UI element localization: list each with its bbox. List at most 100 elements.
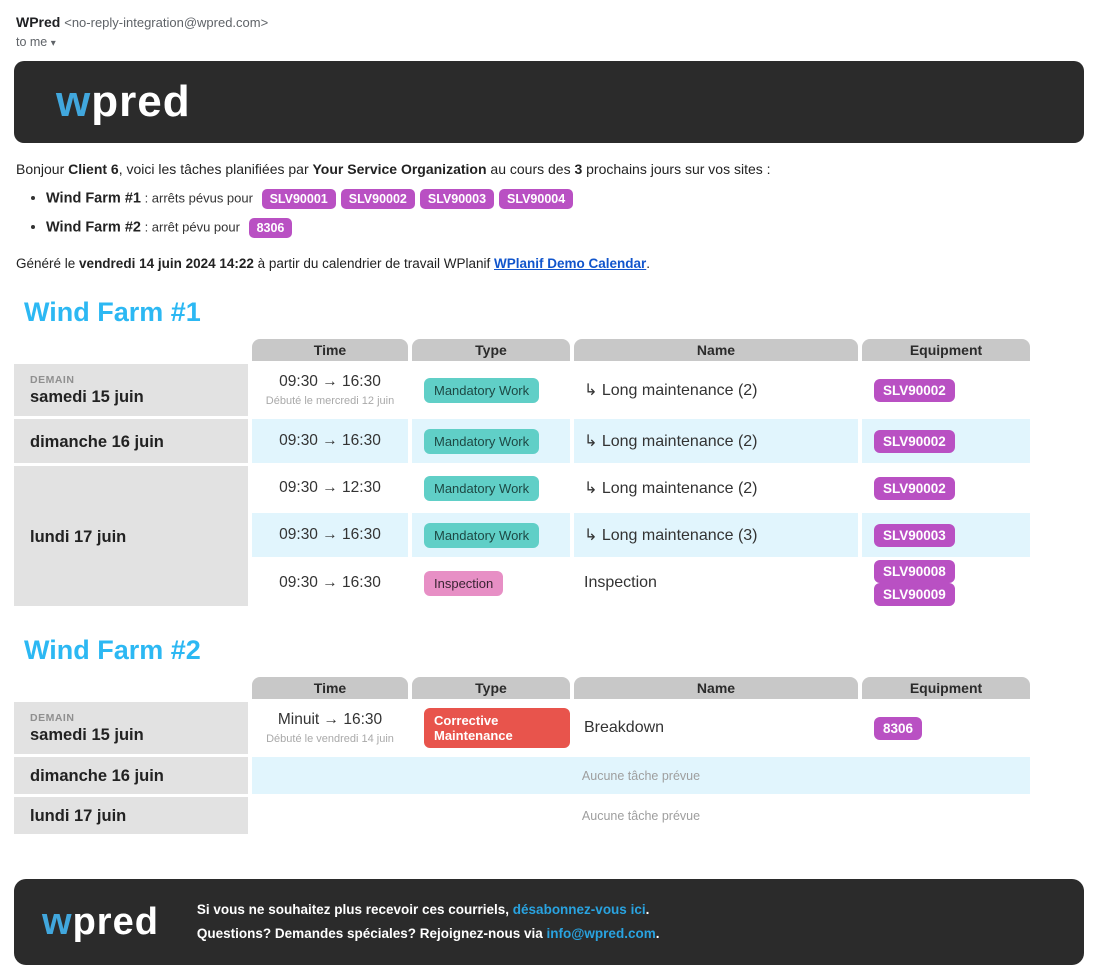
site-name: Wind Farm #1 (46, 190, 141, 207)
tomorrow-label: DEMAIN (30, 711, 75, 724)
summary-item: Wind Farm #1 : arrêts pévus pour SLV9000… (46, 189, 1084, 209)
site-name: Wind Farm #2 (46, 219, 141, 236)
time-note: Débuté le mercredi 12 juin (265, 395, 395, 407)
intro-text: prochains jours sur vos sites : (582, 161, 771, 177)
sections-container: Wind Farm #1 Time Type Name Equipment DEMAIN s… (14, 297, 1084, 837)
table-row: lundi 17 juin 09:30 → 12:30 Mandatory Work… (14, 466, 1030, 606)
column-header-type: Type (412, 677, 570, 699)
time-cell: 09:30 → 16:30 (252, 560, 408, 606)
date-label: samedi 15 juin (30, 725, 144, 744)
task-type-badge: Mandatory Work (424, 522, 540, 548)
footer-line-text: . (645, 902, 650, 918)
brand-banner: wpred (14, 61, 1084, 143)
date-cell: dimanche 16 juin (14, 757, 248, 794)
section-title: Wind Farm #1 (24, 297, 201, 327)
date-label: lundi 17 juin (30, 527, 127, 546)
intro-text: au cours des (486, 161, 575, 177)
client-name: Client 6 (68, 161, 119, 177)
intro-text: Bonjour (16, 161, 69, 177)
time-note: Débuté le vendredi 14 juin (266, 733, 394, 745)
generated-datetime: vendredi 14 juin 2024 14:22 (79, 256, 254, 271)
generated-text: . (646, 256, 651, 271)
time-range: 09:30 → 16:30 (279, 526, 381, 543)
task-name-cell: Breakdown (584, 719, 665, 736)
date-column-header (14, 677, 248, 699)
schedule-table: Time Type Name Equipment DEMAIN samedi 15 jui… (10, 336, 1034, 609)
date-cell: lundi 17 juin (14, 797, 248, 834)
type-cell: Mandatory Work (412, 466, 570, 510)
column-header-name: Name (574, 339, 858, 361)
task-name-cell: ↳ Long maintenance (2) (584, 480, 758, 497)
equipment-badge: SLV90002 (874, 476, 955, 500)
footer-line-text: Si vous ne souhaitez plus recevoir ces c… (196, 902, 513, 918)
column-header-type: Type (412, 339, 570, 361)
equipment-badge: SLV90003 (419, 189, 495, 209)
footer-line-text: Questions? Demandes spéciales? Rejoignez… (196, 926, 547, 941)
equipment-cell: SLV90002 (862, 364, 1030, 416)
time-cell: 09:30 → 16:30 (252, 513, 408, 557)
task-type-badge: Inspection (424, 570, 504, 596)
schedule-table: Time Type Name Equipment DEMAIN samedi 15 jui… (10, 674, 1034, 837)
equipment-badge: SLV90008 (874, 560, 955, 583)
date-cell: lundi 17 juin (14, 466, 248, 606)
task-type-badge: Corrective Maintenance (424, 708, 570, 748)
sender-line: WPred <no-reply-integration@wpred.com> (16, 14, 1082, 30)
tomorrow-label: DEMAIN (30, 373, 75, 386)
type-cell: Mandatory Work (412, 513, 570, 557)
generated-text: à partir du calendrier de travail WPlani… (253, 256, 494, 271)
date-label: dimanche 16 juin (30, 432, 164, 451)
table-header-row: Time Type Name Equipment (14, 339, 1030, 361)
summary-list: Wind Farm #1 : arrêts pévus pour SLV9000… (14, 189, 1084, 238)
no-task-cell: Aucune tâche prévue (581, 808, 701, 823)
sender-address: <no-reply-integration@wpred.com> (64, 15, 269, 30)
unsubscribe-line: Si vous ne souhaitez plus recevoir ces c… (197, 898, 660, 922)
table-row: dimanche 16 juin 09:30 → 16:30 Mandatory W… (14, 419, 1030, 463)
recipient-label: to me (16, 35, 48, 49)
task-type-badge: Mandatory Work (424, 377, 540, 403)
date-cell: DEMAIN samedi 15 juin (14, 364, 248, 416)
equipment-cell: SLV90003 (862, 513, 1030, 557)
logo-letter-w: w (56, 77, 92, 126)
equipment-badge: SLV90001 (261, 189, 336, 209)
email-meta: WPred <no-reply-integration@wpred.com> t… (14, 10, 1084, 61)
type-cell: Mandatory Work (412, 419, 570, 463)
table-row: dimanche 16 juin Aucune tâche prévue (14, 757, 1030, 794)
equipment-cell: 8306 (862, 702, 1030, 754)
logo-rest: pred (72, 901, 159, 943)
date-label: lundi 17 juin (30, 807, 127, 825)
section-title: Wind Farm #2 (24, 635, 201, 665)
time-range: 09:30 → 16:30 (279, 432, 381, 449)
table-row: 09:30 → 16:30 Inspection Inspection SLV9000… (14, 560, 1030, 606)
time-cell: 09:30 → 16:30 (252, 419, 408, 463)
equipment-badge: 8306 (874, 716, 923, 740)
task-name-cell: ↳ Long maintenance (2) (574, 419, 858, 463)
service-org-name: Your Service Organization (312, 161, 487, 177)
equipment-badge: SLV90002 (340, 189, 415, 209)
date-column-header (14, 339, 248, 361)
task-name-cell: Inspection (584, 574, 657, 591)
no-task-cell: Aucune tâche prévue (252, 757, 1030, 794)
footer-text: Si vous ne souhaitez plus recevoir ces c… (197, 898, 660, 945)
unsubscribe-link[interactable]: désabonnez-vous ici (512, 902, 646, 918)
recipient-dropdown[interactable]: to me ▾ (16, 35, 1082, 49)
footer-line-text: . (655, 926, 660, 941)
calendar-link[interactable]: WPlanif Demo Calendar (494, 256, 647, 271)
equipment-badge: SLV90002 (874, 429, 955, 453)
table-header-row: Time Type Name Equipment (14, 677, 1030, 699)
column-header-name: Name (574, 677, 858, 699)
contact-email-link[interactable]: info@wpred.com (546, 926, 656, 941)
task-name-cell: ↳ Long maintenance (2) (584, 382, 758, 399)
table-row: lundi 17 juin Aucune tâche prévue (14, 797, 1030, 834)
date-cell: dimanche 16 juin (14, 419, 248, 463)
equipment-cell: SLV90002 (862, 419, 1030, 463)
wpred-logo: wpred (56, 80, 191, 124)
summary-item: Wind Farm #2 : arrêt pévu pour 8306 (46, 218, 1084, 238)
table-row: 09:30 → 16:30 Mandatory Work ↳ Long mainte… (14, 513, 1030, 557)
equipment-cell: SLV90008SLV90009 (862, 560, 1030, 606)
date-label: dimanche 16 juin (30, 767, 164, 785)
column-header-equipment: Equipment (862, 339, 1030, 361)
equipment-cell: SLV90002 (862, 466, 1030, 510)
time-cell: 09:30 → 12:30 (252, 466, 408, 510)
time-range: 09:30 → 12:30 (279, 479, 381, 496)
